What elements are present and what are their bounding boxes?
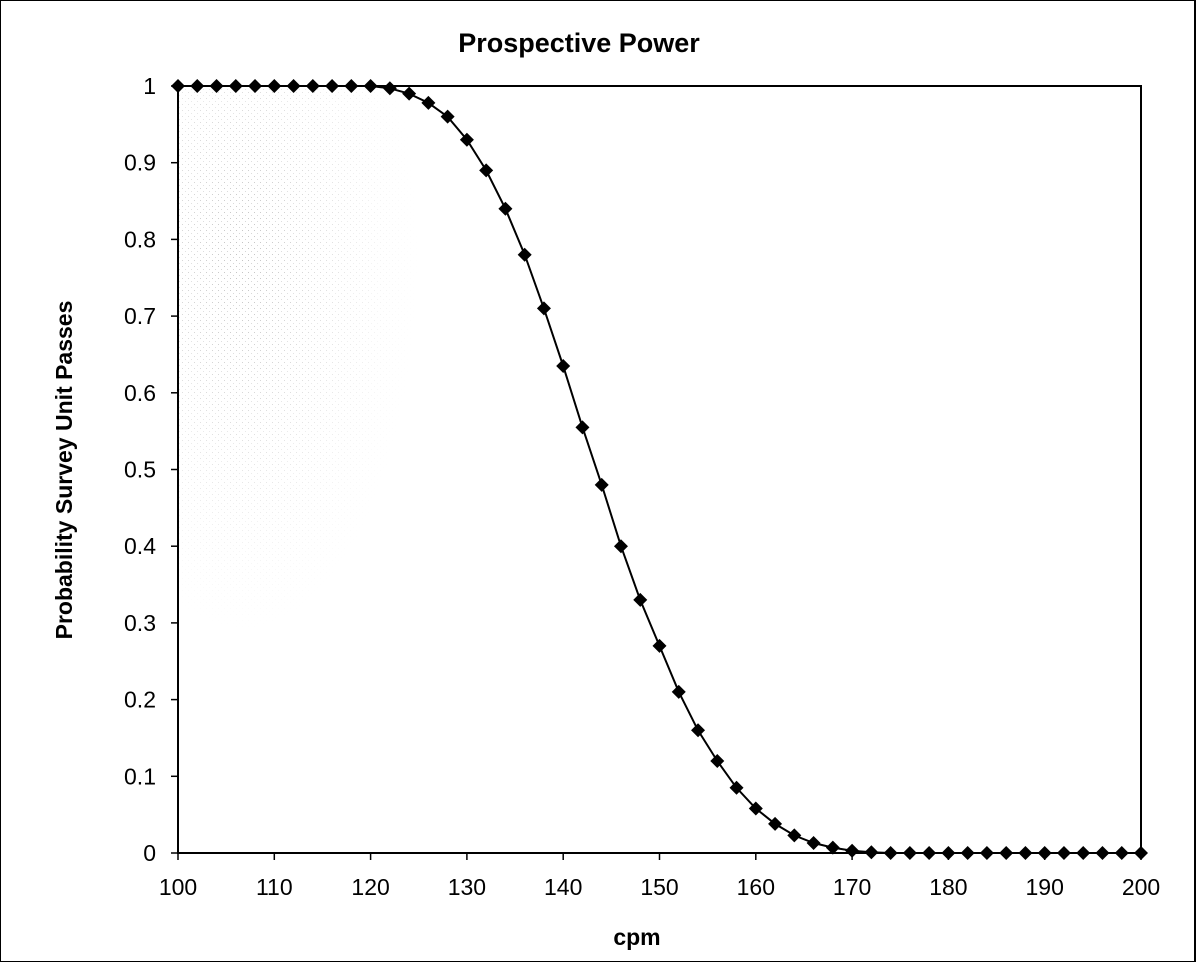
x-tick-label: 140 [544, 874, 582, 900]
y-tick-label: 0.7 [124, 303, 156, 329]
x-tick-label: 100 [159, 874, 197, 900]
x-axis-ticks: 100 110 120 130 140 150 160 170 180 190 200 [159, 853, 1160, 900]
data-point [402, 86, 417, 101]
plot-area [177, 85, 1142, 854]
data-point [729, 780, 744, 795]
data-point [941, 846, 956, 860]
data-point [517, 247, 532, 262]
data-point [479, 163, 494, 178]
data-point [536, 301, 551, 316]
data-point [498, 201, 513, 216]
x-tick-label: 120 [351, 874, 389, 900]
x-tick-label: 160 [737, 874, 775, 900]
y-tick-label: 0.5 [124, 457, 156, 483]
y-tick-label: 0.4 [124, 533, 156, 559]
data-point [806, 836, 821, 851]
data-point [344, 79, 359, 93]
data-point [440, 109, 455, 124]
data-point [633, 592, 648, 607]
data-point [671, 684, 686, 699]
data-point [363, 79, 378, 93]
data-point [248, 79, 263, 93]
y-tick-label: 0 [143, 840, 156, 866]
y-axis-label: Probability Survey Unit Passes [51, 301, 77, 640]
data-point [748, 801, 763, 816]
data-point [1114, 846, 1129, 860]
data-point [228, 79, 243, 93]
data-point [1134, 846, 1148, 860]
data-point [845, 843, 860, 858]
data-point [1037, 846, 1052, 860]
y-tick-label: 0.3 [124, 610, 156, 636]
data-point [575, 420, 590, 435]
data-point [421, 95, 436, 110]
x-tick-label: 200 [1122, 874, 1160, 900]
data-point [902, 846, 917, 860]
data-point [825, 840, 840, 855]
data-point [459, 132, 474, 147]
y-axis-ticks: 0 0.1 0.2 0.3 0.4 0.5 0.6 0.7 0.8 0.9 1 [124, 73, 178, 866]
data-point [325, 79, 340, 93]
data-point [652, 638, 667, 653]
x-tick-label: 180 [929, 874, 967, 900]
x-axis-label: cpm [613, 924, 660, 950]
data-point [382, 81, 397, 96]
data-point [922, 846, 937, 860]
y-tick-label: 0.6 [124, 380, 156, 406]
data-point [190, 79, 205, 93]
data-point [691, 723, 706, 738]
data-point [864, 845, 879, 860]
data-point [556, 358, 571, 373]
data-point [710, 753, 725, 768]
y-tick-label: 1 [143, 73, 156, 99]
data-point [979, 846, 994, 860]
data-point [768, 816, 783, 831]
data-point [594, 477, 609, 492]
data-point [286, 79, 301, 93]
x-tick-label: 150 [640, 874, 678, 900]
series-points-group [171, 79, 1148, 860]
data-point [1018, 846, 1033, 860]
data-point [305, 79, 320, 93]
x-tick-label: 130 [448, 874, 486, 900]
x-tick-label: 190 [1026, 874, 1064, 900]
y-tick-label: 0.9 [124, 150, 156, 176]
chart-title: Prospective Power [458, 28, 700, 58]
data-point [1056, 846, 1071, 860]
data-point [999, 846, 1014, 860]
data-point [787, 828, 802, 843]
data-point [1095, 846, 1110, 860]
x-tick-label: 110 [256, 874, 293, 900]
y-tick-label: 0.8 [124, 226, 156, 252]
data-point [209, 79, 224, 93]
x-tick-label: 170 [833, 874, 871, 900]
data-point [1076, 846, 1091, 860]
data-point [960, 846, 975, 860]
data-point [883, 846, 898, 860]
data-point [613, 539, 628, 554]
y-tick-label: 0.2 [124, 687, 156, 713]
y-tick-label: 0.1 [124, 763, 156, 789]
data-point [171, 79, 185, 93]
data-point [267, 79, 282, 93]
